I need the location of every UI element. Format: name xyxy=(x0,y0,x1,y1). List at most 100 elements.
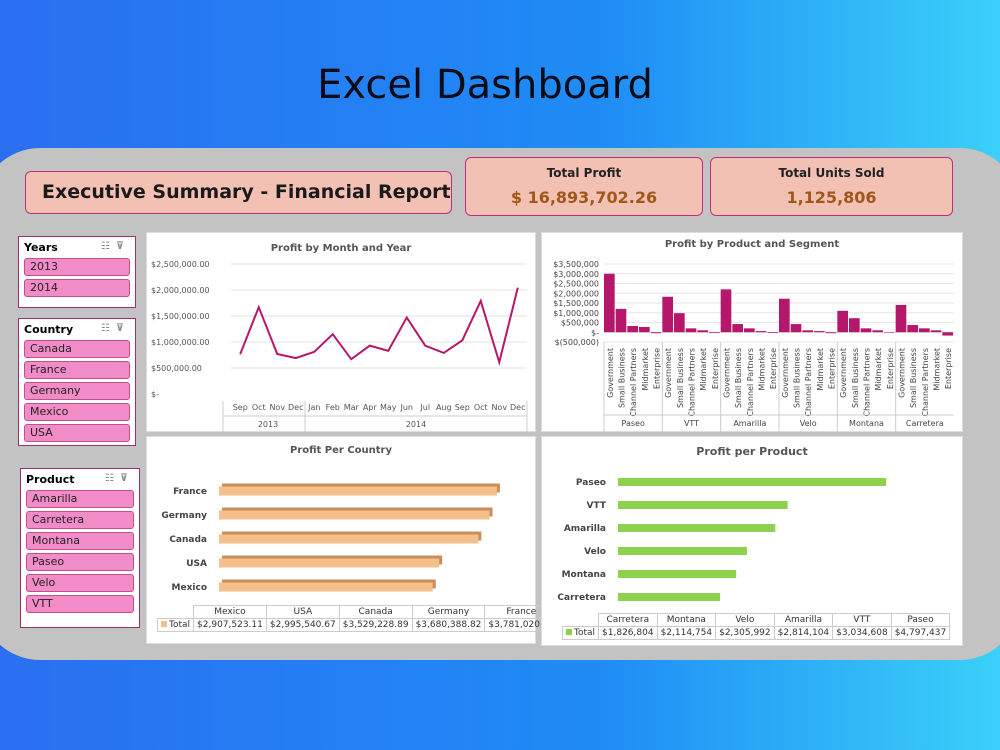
multi-select-icon[interactable]: ☷ xyxy=(100,323,116,334)
slicer-item[interactable]: France xyxy=(24,361,130,379)
total-profit-value: $ 16,893,702.26 xyxy=(510,188,658,207)
profit-per-product-chart: Profit per Product Carretera Montana Velo A… xyxy=(541,436,963,646)
data-point xyxy=(332,333,334,335)
country-bar xyxy=(618,524,776,532)
y-tick-label: $- xyxy=(151,390,159,399)
product-label: VTT xyxy=(684,419,699,428)
segment-bar xyxy=(860,328,872,333)
legend-swatch xyxy=(566,629,572,635)
category-label: USA xyxy=(186,559,207,569)
slicer-item[interactable]: Carretera xyxy=(26,511,134,529)
slicer-item[interactable]: Velo xyxy=(26,574,134,592)
table-cell: $1,826,804 xyxy=(598,626,658,640)
clear-filter-icon[interactable]: ⊽ xyxy=(119,473,134,484)
table-header: Velo xyxy=(715,613,775,627)
segment-bar xyxy=(685,328,697,333)
table-cell: $3,034,608 xyxy=(832,626,892,640)
segment-bar xyxy=(849,318,860,333)
slicer-title: Years xyxy=(24,241,58,254)
data-point xyxy=(480,300,482,302)
total-units-value: 1,125,806 xyxy=(786,188,877,207)
y-tick-label: $1,500,000 xyxy=(553,299,599,308)
legend-swatch xyxy=(161,621,167,627)
product-label: Velo xyxy=(800,419,817,428)
segment-label: Channel Partners xyxy=(863,348,872,417)
segment-label: Small Business xyxy=(909,348,918,408)
segment-bar xyxy=(697,330,708,333)
y-tick-label: $3,000,000 xyxy=(553,270,599,279)
segment-bar xyxy=(755,331,767,333)
segment-label: Government xyxy=(723,348,732,398)
page-title: Excel Dashboard xyxy=(317,62,653,108)
segment-bar xyxy=(930,330,942,333)
x-tick-label: Nov xyxy=(491,403,507,412)
profit-per-country-chart: Profit Per Country Mexico USA Canada German… xyxy=(146,436,559,644)
segment-label: Small Business xyxy=(734,348,743,408)
total-units-label: Total Units Sold xyxy=(778,166,885,180)
x-tick-label: May xyxy=(380,403,397,412)
slicer-item[interactable]: Mexico xyxy=(24,403,130,421)
segment-label: Channel Partners xyxy=(921,348,930,417)
country-bar xyxy=(618,593,721,601)
segment-bar xyxy=(720,289,732,333)
data-point xyxy=(239,353,241,355)
segment-bar xyxy=(674,313,685,333)
country-bar xyxy=(219,534,479,544)
slicer-item[interactable]: USA xyxy=(24,424,130,442)
x-tick-label: Sep xyxy=(233,403,248,412)
segment-label: Small Business xyxy=(851,348,860,408)
segment-label: Enterprise xyxy=(828,348,837,389)
slicer-item[interactable]: Montana xyxy=(26,532,134,550)
slicer-item[interactable]: Canada xyxy=(24,340,130,358)
profit-by-month-chart: Profit by Month and Year $2,500,000.00 $2… xyxy=(146,232,536,433)
segment-bar xyxy=(650,332,662,334)
category-label: Paseo xyxy=(576,478,606,488)
segment-bar xyxy=(942,332,953,336)
x-tick-label: Dec xyxy=(510,403,525,412)
data-point xyxy=(369,345,371,347)
country-bar xyxy=(618,547,747,555)
clear-filter-icon[interactable]: ⊽ xyxy=(115,323,130,334)
data-point xyxy=(443,352,445,354)
report-title: Executive Summary - Financial Report xyxy=(25,171,452,214)
x-tick-label: Dec xyxy=(288,403,303,412)
category-label: Mexico xyxy=(172,583,207,593)
x-tick-label: Mar xyxy=(344,403,360,412)
segment-bar xyxy=(802,330,813,333)
table-header: Montana xyxy=(656,613,717,627)
country-bar xyxy=(219,558,440,568)
segment-label: Enterprise xyxy=(653,348,662,389)
country-bar xyxy=(618,478,887,486)
segment-bar xyxy=(814,331,825,333)
y-tick-label: $2,500,000.00 xyxy=(151,260,210,269)
y-tick-label: $2,000,000 xyxy=(553,289,599,298)
year-label: 2013 xyxy=(258,420,278,429)
category-label: Germany xyxy=(161,511,207,521)
table-header: Paseo xyxy=(890,613,951,627)
table-cell: $2,814,104 xyxy=(773,626,834,640)
multi-select-icon[interactable]: ☷ xyxy=(104,473,120,484)
slicer-item[interactable]: 2014 xyxy=(24,279,130,297)
slicer-item[interactable]: VTT xyxy=(26,595,134,613)
slicer-item[interactable]: Paseo xyxy=(26,553,134,571)
segment-label: Government xyxy=(898,348,907,398)
clear-filter-icon[interactable]: ⊽ xyxy=(115,241,130,252)
y-tick-label: $- xyxy=(591,328,599,337)
country-bar xyxy=(618,570,737,578)
data-point xyxy=(276,353,278,355)
slicer-item[interactable]: 2013 xyxy=(24,258,130,276)
segment-bar xyxy=(627,326,638,333)
data-point xyxy=(498,361,500,363)
segment-bar xyxy=(779,298,790,333)
slicer-item[interactable]: Germany xyxy=(24,382,130,400)
segment-label: Small Business xyxy=(676,348,685,408)
multi-select-icon[interactable]: ☷ xyxy=(100,241,116,252)
category-label: VTT xyxy=(587,501,607,511)
country-bar xyxy=(618,501,788,509)
product-label: Amarilla xyxy=(733,419,766,428)
segment-label: Enterprise xyxy=(886,348,895,389)
chart-title: Profit by Month and Year xyxy=(270,243,412,254)
product-label: Paseo xyxy=(621,419,644,428)
slicer-item[interactable]: Amarilla xyxy=(26,490,134,508)
segment-bar xyxy=(615,308,627,333)
